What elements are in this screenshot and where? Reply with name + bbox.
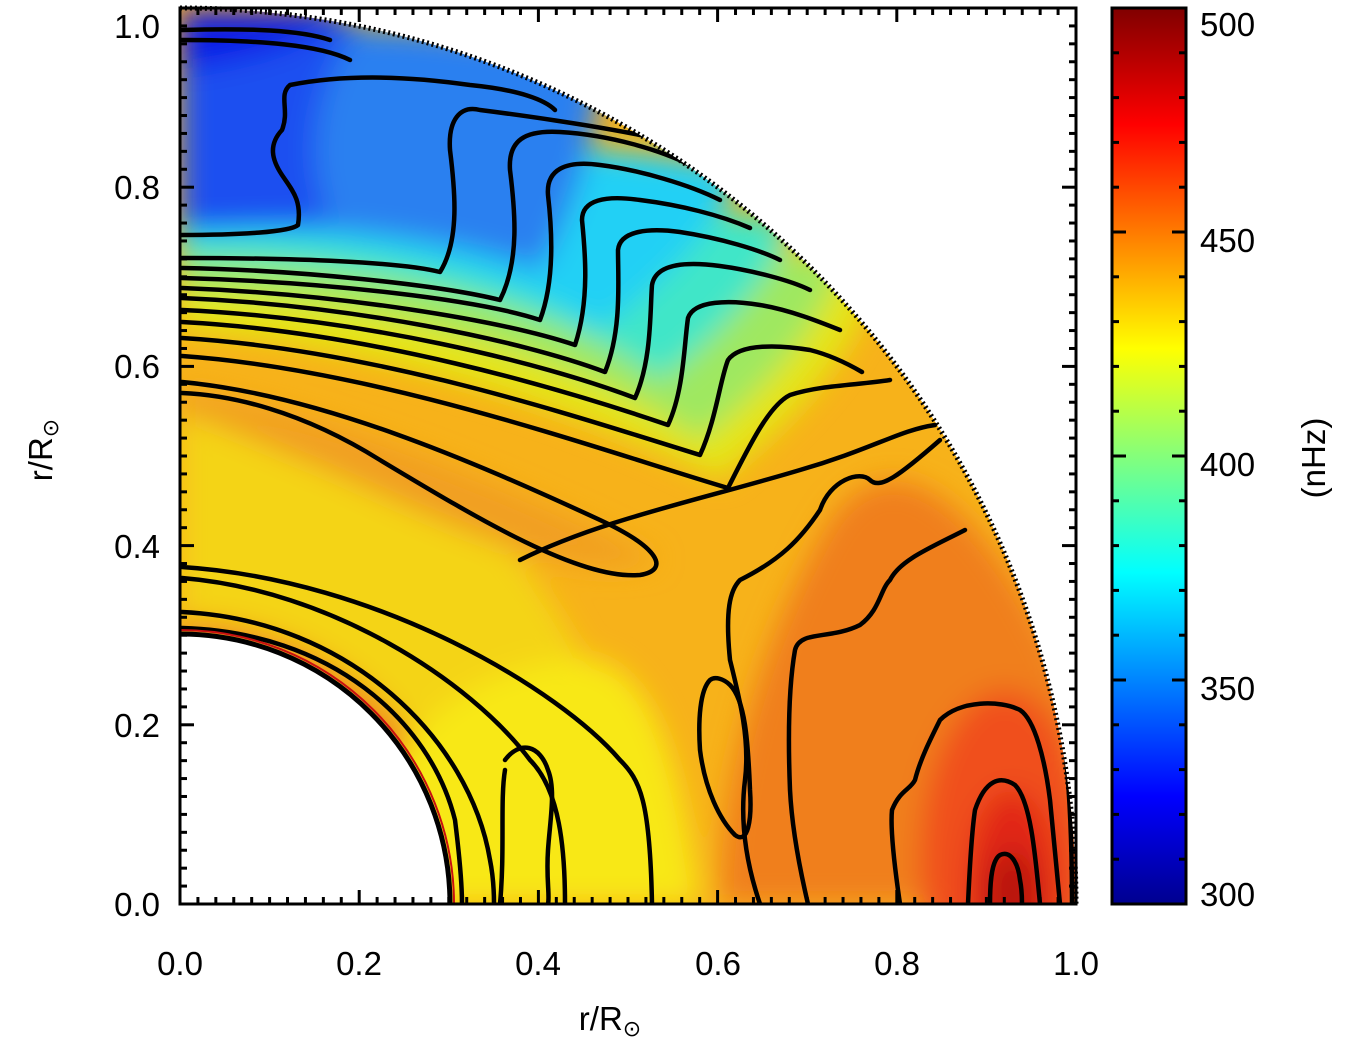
colorbar-label: (nHz) [1295,418,1332,499]
y-tick-label: 0.6 [114,348,160,385]
x-axis: 0.0 0.2 0.4 0.6 0.8 1.0 r/R⊙ [157,945,1099,1041]
colorbar-tick-label: 300 [1200,876,1255,913]
x-axis-label: r/R⊙ [579,1000,641,1041]
contour-lines [180,27,1075,904]
axis-ticks [178,6,1078,906]
y-axis-label: r/R⊙ [22,419,63,481]
x-tick-label: 0.6 [695,945,741,982]
y-tick-label: 0.8 [114,169,160,206]
colorbar-tick-label: 450 [1200,222,1255,259]
y-tick-label: 0.2 [114,707,160,744]
color-field [180,8,1076,904]
x-tick-label: 1.0 [1053,945,1099,982]
colorbar-tick-label: 350 [1200,670,1255,707]
y-tick-label: 1.0 [114,8,160,45]
y-tick-label: 0.0 [114,886,160,923]
plot-area [178,5,1079,906]
x-tick-label: 0.8 [874,945,920,982]
inner-boundary [179,631,453,905]
x-tick-label: 0.4 [515,945,561,982]
x-tick-label: 0.0 [157,945,203,982]
x-tick-label: 0.2 [336,945,382,982]
colorbar-ticks [1112,6,1186,906]
colorbar: 300 350 400 450 500 (nHz) [1110,6,1332,913]
colorbar-tick-label: 500 [1200,6,1255,43]
colorbar-tick-label: 400 [1200,446,1255,483]
y-axis: 0.0 0.2 0.4 0.6 0.8 1.0 r/R⊙ [22,8,160,923]
y-tick-label: 0.4 [114,528,160,565]
